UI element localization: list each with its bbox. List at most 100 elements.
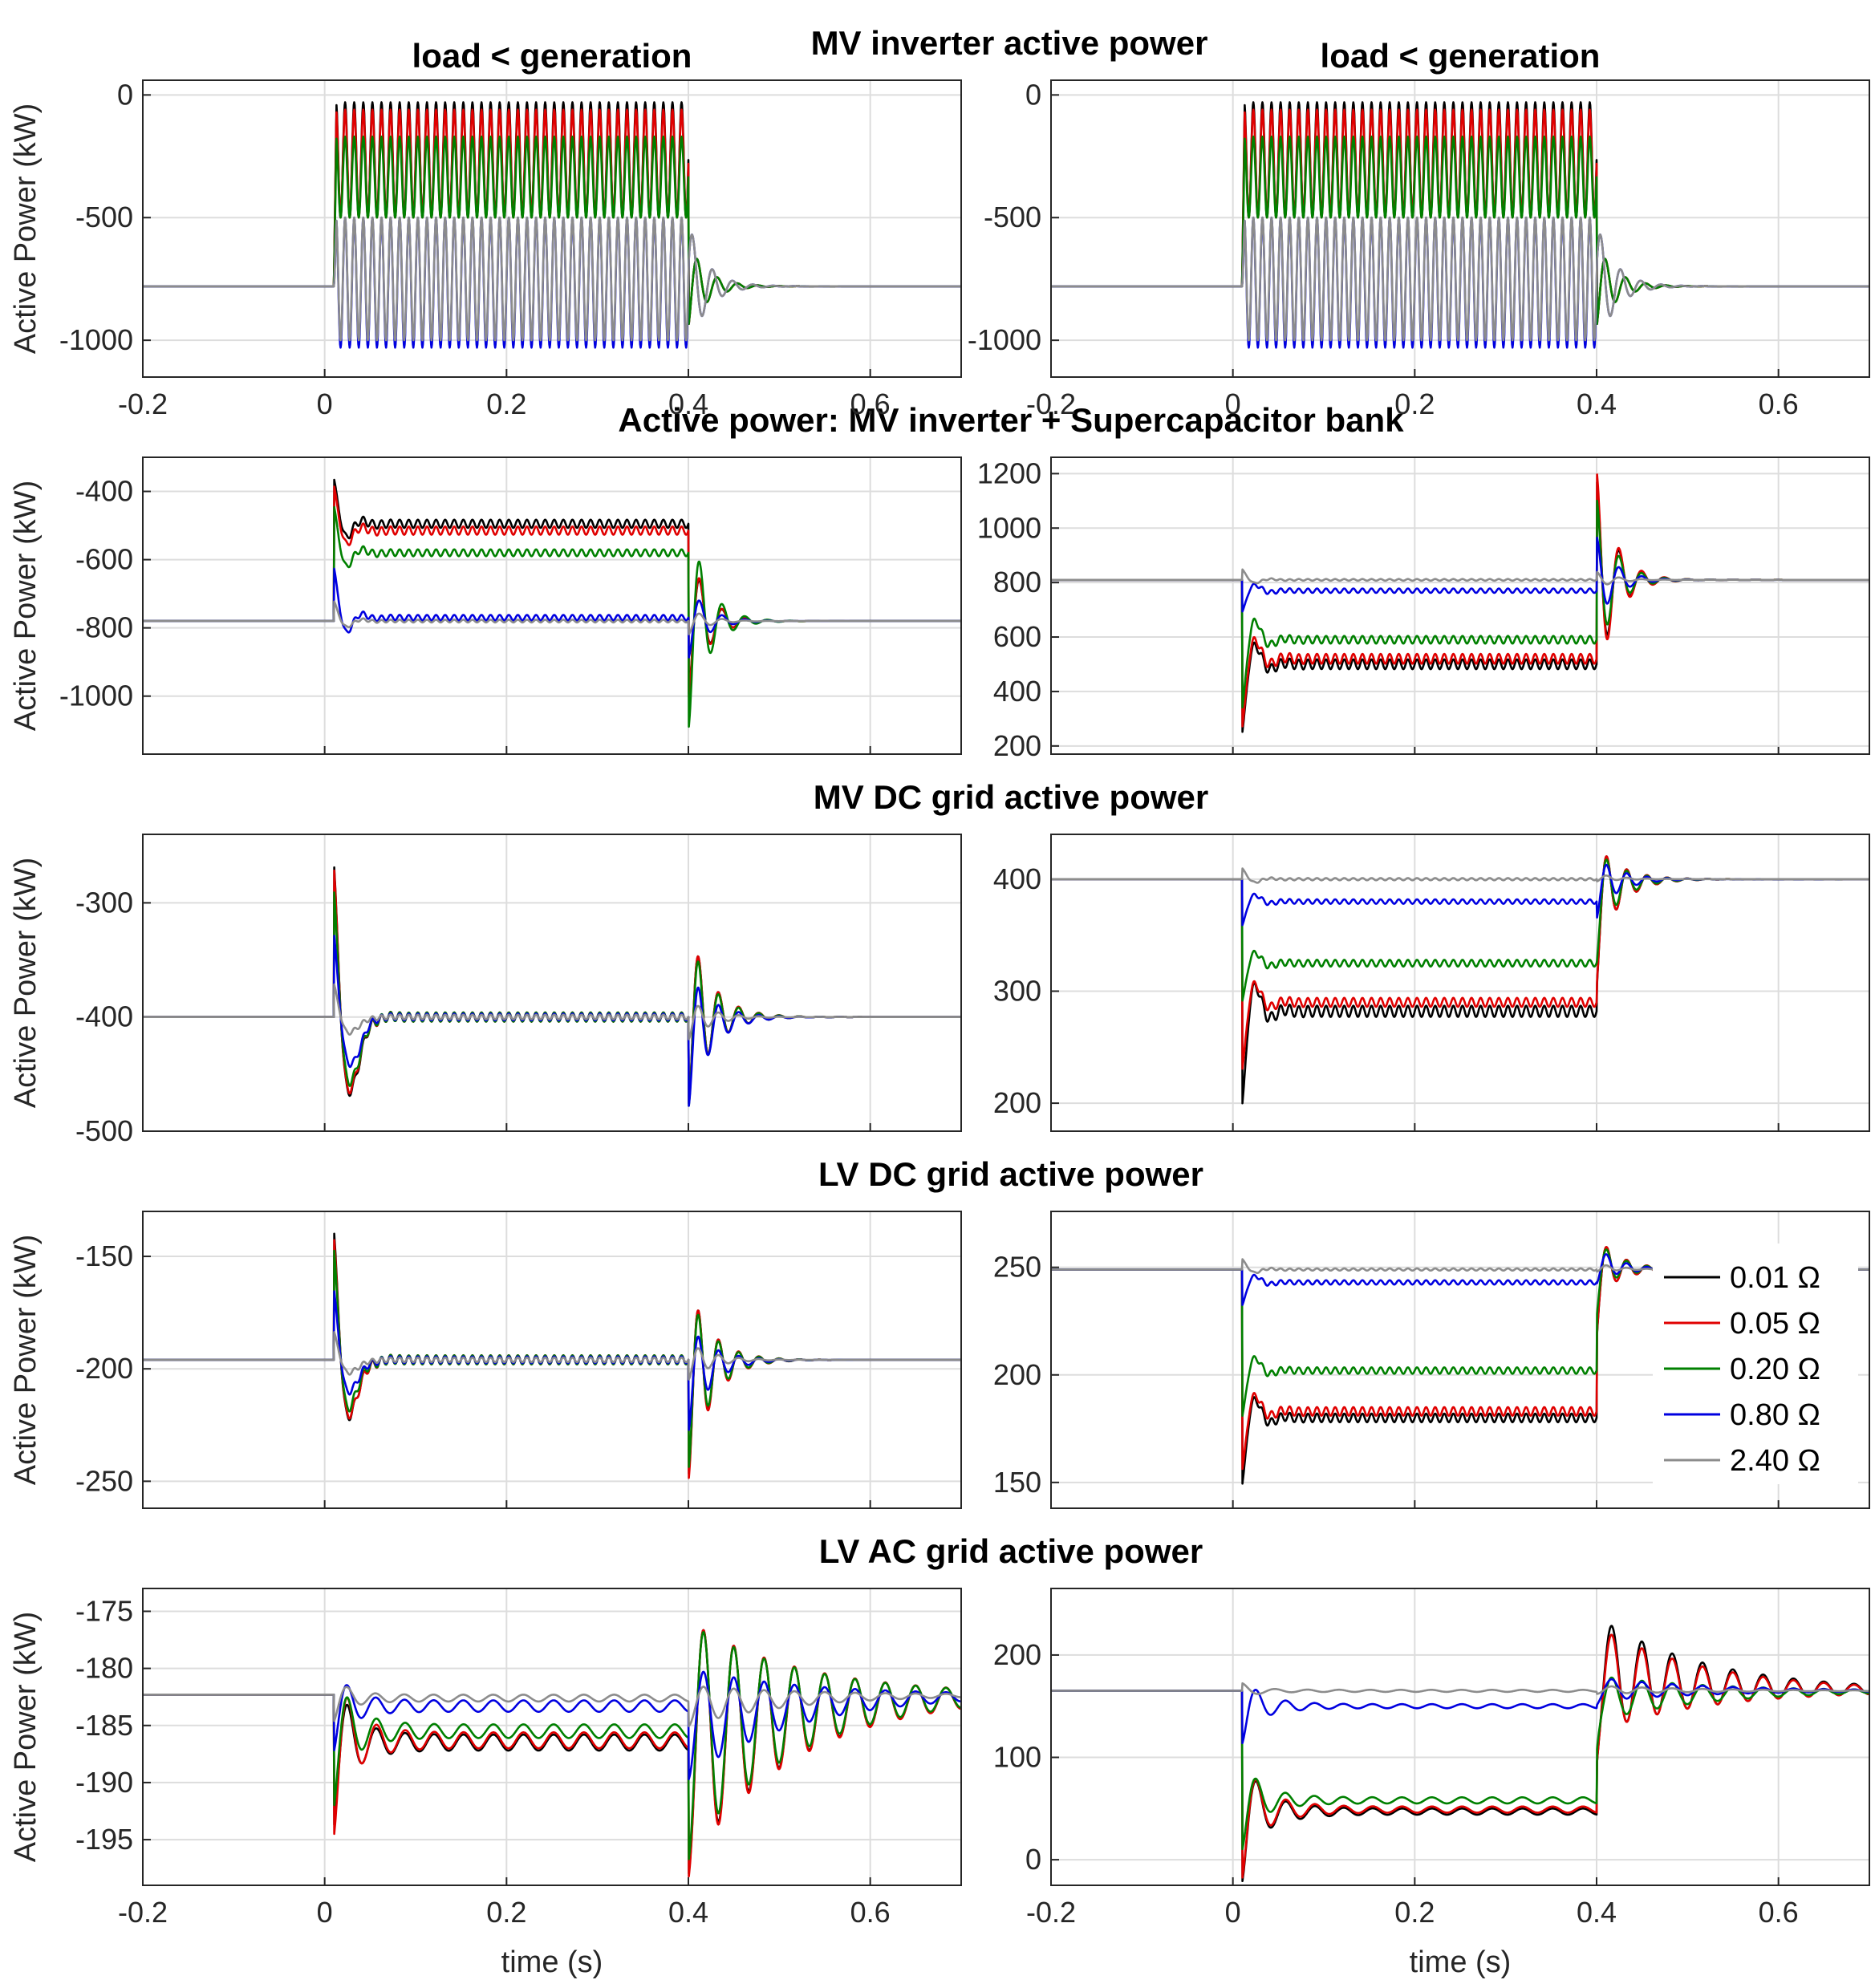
axes-frame — [142, 1588, 962, 1886]
y-tick-label: -150 — [75, 1239, 133, 1272]
series-line-240 — [1051, 568, 1869, 586]
axes-frame — [1050, 79, 1870, 378]
axes-frame — [142, 1211, 962, 1509]
panel-row2-right: 200 400 600 800 1000 1200 — [977, 456, 1870, 762]
legend-label: 2.40 Ω — [1730, 1444, 1820, 1478]
row3-title: MV DC grid active power — [814, 778, 1208, 816]
x-tick-label: -0.2 — [1026, 387, 1076, 420]
x-tick-label: 0 — [1225, 1896, 1241, 1929]
plot-area — [143, 834, 961, 1131]
y-tick-label: -500 — [984, 201, 1041, 233]
legend-box — [1653, 1244, 1858, 1484]
y-tick-label: -1000 — [59, 323, 133, 356]
y-axis-label: Active Power (kW) — [9, 1612, 43, 1862]
series-group — [1051, 855, 1869, 1105]
plot-area — [1051, 1588, 1869, 1885]
y-tick-label: -180 — [75, 1652, 133, 1685]
y-tick-label: -185 — [75, 1709, 133, 1742]
x-tick-label: 0 — [317, 387, 333, 420]
y-tick-label: 300 — [993, 974, 1041, 1007]
series-line-240 — [143, 600, 961, 635]
y-axis-label: Active Power (kW) — [9, 1235, 43, 1485]
x-tick-label: 0.4 — [1577, 1896, 1617, 1929]
legend-label: 0.20 Ω — [1730, 1353, 1820, 1386]
y-tick-label: -190 — [75, 1766, 133, 1799]
series-line-240 — [143, 216, 961, 342]
x-tick-label: -0.2 — [118, 387, 168, 420]
x-tick-label: -0.2 — [1026, 1896, 1076, 1929]
y-tick-label: -175 — [75, 1594, 133, 1627]
y-tick-label: -600 — [75, 543, 133, 576]
legend-entry-3: 0.80 Ω — [1664, 1398, 1820, 1432]
x-tick-label: 0.4 — [1577, 387, 1617, 420]
y-tick-label: -800 — [75, 611, 133, 644]
x-axis-label-left: time (s) — [501, 1945, 603, 1979]
series-group — [143, 866, 961, 1107]
x-axis-label-right: time (s) — [1410, 1945, 1512, 1979]
x-tick-label: 0.2 — [486, 1896, 526, 1929]
panel-row4-left: -250 -200 -150 Active Power (kW) — [9, 1211, 962, 1509]
y-tick-label: 100 — [993, 1741, 1041, 1774]
x-tick-label: 0.2 — [486, 387, 526, 420]
panel-row3-right: 200 300 400 — [993, 834, 1870, 1132]
y-tick-label: -300 — [75, 886, 133, 919]
x-tick-label: 0.6 — [1759, 387, 1799, 420]
x-tick-label: 0.2 — [1394, 387, 1435, 420]
y-tick-label: 0 — [1025, 78, 1041, 111]
y-axis-label: Active Power (kW) — [9, 858, 43, 1108]
series-line-240 — [1051, 216, 1869, 342]
y-axis-label: Active Power (kW) — [9, 481, 43, 731]
y-tick-label: 0 — [1025, 1843, 1041, 1876]
y-tick-label: 150 — [993, 1466, 1041, 1499]
legend-label: 0.80 Ω — [1730, 1398, 1820, 1432]
panels: -0.2 0 0.2 0.4 0.6 -1000 -500 0 Active Power (kW… — [9, 78, 1870, 1929]
y-tick-label: -195 — [75, 1823, 133, 1856]
x-tick-label: 0.6 — [850, 387, 891, 420]
right-column-title: load < generation — [1321, 37, 1601, 75]
panel-row5-right: -0.2 0 0.2 0.4 0.6 0 100 200 — [993, 1588, 1870, 1929]
y-tick-label: -250 — [75, 1464, 133, 1497]
row5-title: LV AC grid active power — [819, 1532, 1203, 1570]
axes-frame — [1050, 1588, 1870, 1886]
x-tick-label: -0.2 — [118, 1896, 168, 1929]
x-tick-label: 0.4 — [668, 387, 708, 420]
plot-area — [143, 457, 961, 754]
y-tick-label: 0 — [117, 78, 133, 111]
legend-label: 0.01 Ω — [1730, 1261, 1820, 1295]
legend-entry-2: 0.20 Ω — [1664, 1353, 1820, 1386]
axes-frame — [142, 834, 962, 1132]
row2-title: Active power: MV inverter + Supercapacit… — [618, 401, 1404, 439]
panel-row1-right: -0.2 0 0.2 0.4 0.6 -1000 -500 0 — [968, 78, 1870, 420]
y-tick-label: 1200 — [977, 456, 1041, 489]
series-group — [143, 478, 961, 728]
series-group — [1051, 1625, 1869, 1882]
y-tick-label: 200 — [993, 729, 1041, 762]
series-line-240 — [1051, 1682, 1869, 1695]
row4-title: LV DC grid active power — [818, 1155, 1203, 1193]
y-tick-label: 200 — [993, 1086, 1041, 1119]
x-tick-label: 0.6 — [850, 1896, 891, 1929]
series-group — [143, 1232, 961, 1479]
y-tick-label: 200 — [993, 1358, 1041, 1391]
series-line-240 — [143, 1331, 961, 1381]
plot-area — [1051, 457, 1869, 754]
legend-entry-4: 2.40 Ω — [1664, 1444, 1820, 1478]
panel-row5-left: -0.2 0 0.2 0.4 0.6 -195 -190 -185 -180 -175 Active… — [9, 1588, 962, 1929]
legend-entry-1: 0.05 Ω — [1664, 1307, 1820, 1341]
y-tick-label: 400 — [993, 675, 1041, 708]
axes-frame — [142, 456, 962, 755]
plot-area — [143, 1588, 961, 1885]
y-tick-label: -1000 — [59, 680, 133, 712]
y-tick-label: -400 — [75, 1000, 133, 1033]
panel-row3-left: -500 -400 -300 Active Power (kW) — [9, 834, 962, 1147]
y-tick-label: -200 — [75, 1352, 133, 1385]
y-axis-label: Active Power (kW) — [9, 103, 43, 354]
y-tick-label: -500 — [75, 201, 133, 233]
series-group — [143, 1629, 961, 1877]
x-tick-label: 0.4 — [668, 1896, 708, 1929]
panel-row2-left: -1000 -800 -600 -400 Active Power (kW) — [9, 456, 962, 755]
axes-frame — [1050, 1211, 1870, 1509]
y-tick-label: -400 — [75, 475, 133, 508]
x-tick-label: 0 — [1225, 387, 1241, 420]
